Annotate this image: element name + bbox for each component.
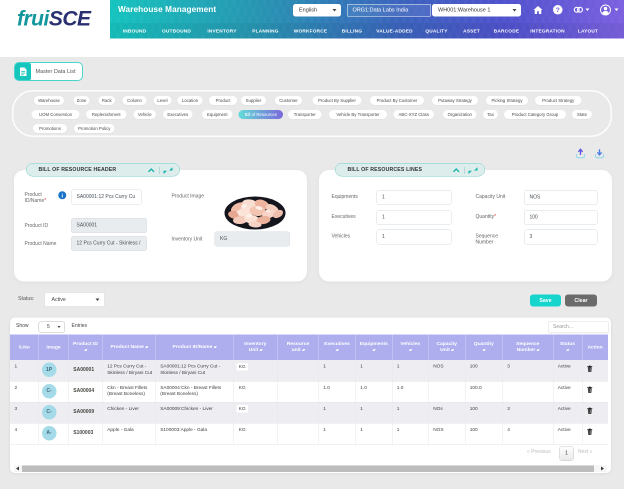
svg-text:?: ? bbox=[556, 7, 560, 14]
svg-text:i: i bbox=[61, 193, 63, 199]
